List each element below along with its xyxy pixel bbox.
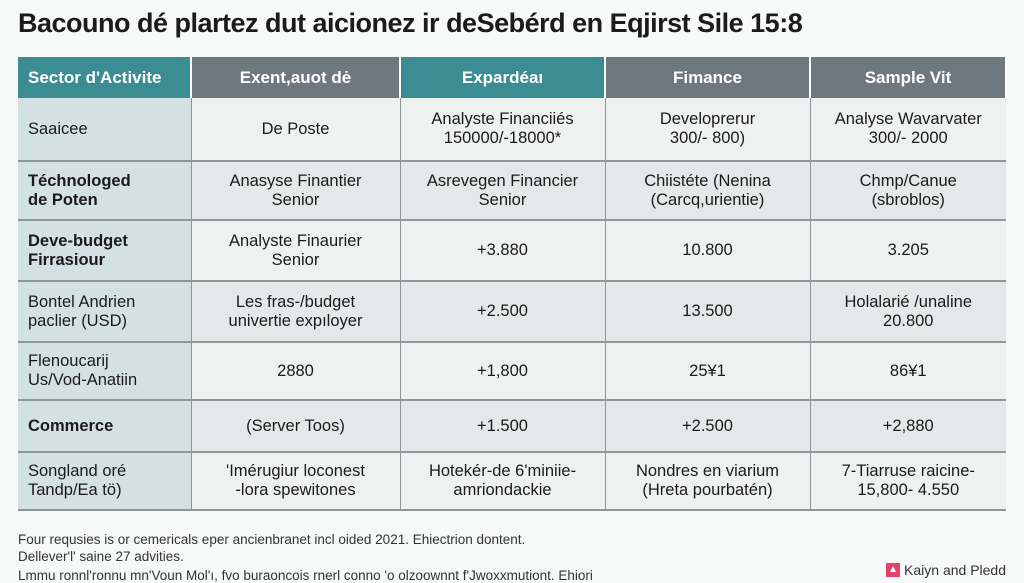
table-cell: +3.880 [400, 220, 606, 282]
table-cell: Analyste Finaurier Senior [191, 220, 401, 282]
table-cell: Asrevegen Financier Senior [400, 161, 606, 221]
table-cell: 'Imérugiur loconest -lora spewitones [191, 452, 401, 511]
table-cell: Les fras-/budget univertie expıloyer [191, 281, 401, 343]
column-header: Sample Vit [810, 57, 1007, 98]
table-cell: Chmp/Canue (sbroblos) [810, 161, 1006, 221]
logo-mark-icon: ▲ [886, 563, 901, 577]
table-row: Songland oré Tandp/Ea tö) 'Imérugiur loco… [18, 452, 1006, 511]
table-row: Bontel Andrien paclier (USD) Les fras-/bu… [18, 281, 1006, 343]
table-cell: 10.800 [605, 220, 811, 282]
table-cell: +2.500 [400, 281, 606, 343]
row-label-cell: Téchnologed de Poten [18, 161, 192, 221]
table-cell: +2,880 [810, 400, 1006, 453]
logo-text: Kaiyn and Pledd [904, 562, 1006, 578]
page-title: Bacouno dé plartez dut aicionez ir deSeb… [18, 8, 803, 38]
table-cell: 13.500 [605, 281, 811, 343]
table-cell: De Poste [191, 98, 401, 162]
table-row: Flenoucarij Us/Vod-Anatiin 2880 +1,800 25¥1… [18, 342, 1006, 401]
table-row: Deve-budget Firrasiour Analyste Finaurier… [18, 220, 1006, 282]
column-header: Fimance [605, 57, 811, 98]
table-header-row: Sector d'Activite Exent,auot dė Expardéaı F… [18, 57, 1007, 98]
data-table: Sector d'Activite Exent,auot dė Expardéaı F… [18, 57, 1007, 511]
table-cell: Nondres en viarium (Hreta pourbatén) [605, 452, 811, 511]
table-cell: Holalarié /unaline 20.800 [810, 281, 1006, 343]
row-label-cell: Bontel Andrien paclier (USD) [18, 281, 192, 343]
table-cell: 7-Tiarruse raicine- 15,800- 4.550 [810, 452, 1006, 511]
table-cell: 86¥1 [810, 342, 1006, 401]
row-label-cell: Saaicee [18, 98, 192, 162]
table-cell: Chiistéte (Nenina (Carcq,urientie) [605, 161, 811, 221]
row-label-cell: Songland oré Tandp/Ea tö) [18, 452, 192, 511]
brand-logo: ▲ Kaiyn and Pledd [886, 562, 1006, 578]
table-cell: 2880 [191, 342, 401, 401]
table-cell: 25¥1 [605, 342, 811, 401]
footnote-line-2: Dellever'l' saine 27 advities. [18, 549, 184, 564]
column-header: Expardéaı [400, 57, 606, 98]
table-cell: Developrerur 300/- 800) [605, 98, 811, 162]
table-cell: 3.205 [810, 220, 1006, 282]
row-label-cell: Deve-budget Firrasiour [18, 220, 192, 282]
column-header: Sector d'Activite [18, 57, 192, 98]
row-label-cell: Flenoucarij Us/Vod-Anatiin [18, 342, 192, 401]
footnote-line-1: Four requsies is or cemericals eper anci… [18, 532, 526, 547]
table-row: Saaicee De Poste Analyste Financiiés 15000… [18, 98, 1006, 162]
table-cell: +1.500 [400, 400, 606, 453]
table-cell: Analyse Wavarvater 300/- 2000 [810, 98, 1006, 162]
table-cell: Hotekér-de 6'miniie- amriondackie [400, 452, 606, 511]
table-cell: +1,800 [400, 342, 606, 401]
row-label-cell: Commerce [18, 400, 192, 453]
table-cell: +2.500 [605, 400, 811, 453]
table-row: Commerce (Server Toos) +1.500 +2.500 +2,880 [18, 400, 1006, 453]
table-cell: Anasyse Finantier Senior [191, 161, 401, 221]
table-cell: Analyste Financiiés 150000/-18000* [400, 98, 606, 162]
table-cell: (Server Toos) [191, 400, 401, 453]
table-row: Téchnologed de Poten Anasyse Finantier Se… [18, 161, 1006, 221]
column-header: Exent,auot dė [191, 57, 401, 98]
